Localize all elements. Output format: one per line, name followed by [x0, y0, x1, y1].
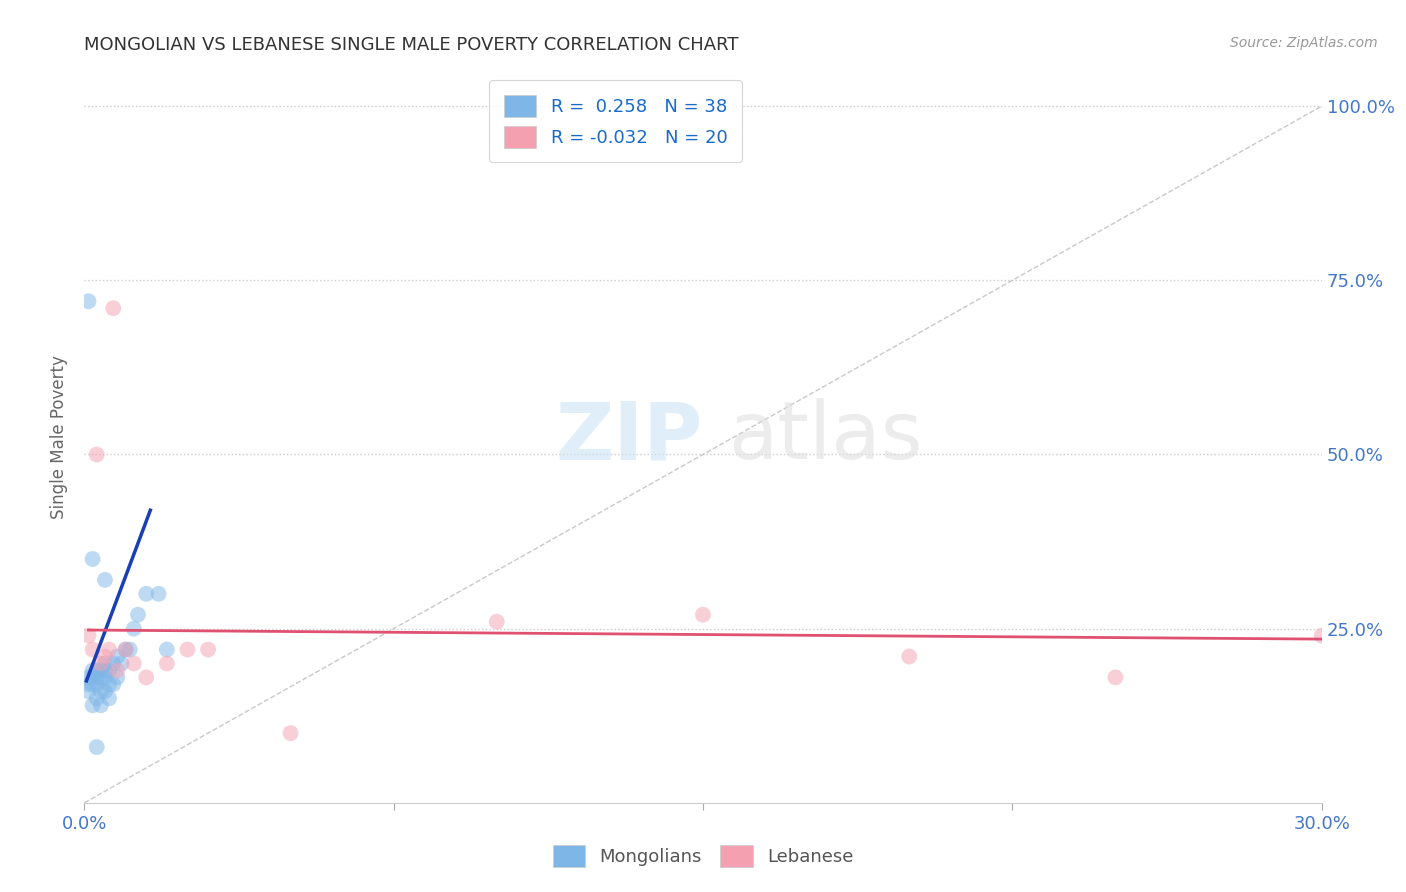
- Point: [148, 587, 170, 601]
- Legend: Mongolians, Lebanese: Mongolians, Lebanese: [546, 838, 860, 874]
- Point: [156, 657, 179, 671]
- Text: atlas: atlas: [728, 398, 922, 476]
- Point: [77, 677, 100, 691]
- Point: [82, 677, 104, 691]
- Point: [135, 670, 157, 684]
- Point: [692, 607, 714, 622]
- Point: [86, 740, 108, 755]
- Point: [86, 670, 108, 684]
- Point: [90, 664, 112, 678]
- Point: [176, 642, 198, 657]
- Point: [77, 294, 100, 309]
- Y-axis label: Single Male Poverty: Single Male Poverty: [51, 355, 69, 519]
- Point: [103, 677, 125, 691]
- Point: [156, 642, 179, 657]
- Point: [90, 670, 112, 684]
- Point: [86, 691, 108, 706]
- Point: [1104, 670, 1126, 684]
- Point: [90, 657, 112, 671]
- Point: [77, 629, 100, 643]
- Point: [77, 684, 100, 698]
- Point: [94, 670, 117, 684]
- Point: [82, 664, 104, 678]
- Point: [103, 301, 125, 316]
- Text: MONGOLIAN VS LEBANESE SINGLE MALE POVERTY CORRELATION CHART: MONGOLIAN VS LEBANESE SINGLE MALE POVERT…: [84, 36, 740, 54]
- Point: [105, 649, 128, 664]
- Point: [105, 664, 128, 678]
- Point: [90, 684, 112, 698]
- Point: [280, 726, 302, 740]
- Point: [98, 677, 121, 691]
- Point: [103, 657, 125, 671]
- Point: [114, 642, 136, 657]
- Point: [86, 664, 108, 678]
- Point: [898, 649, 921, 664]
- Point: [118, 642, 141, 657]
- Point: [127, 607, 149, 622]
- Point: [82, 552, 104, 566]
- Point: [82, 670, 104, 684]
- Point: [86, 677, 108, 691]
- Point: [98, 691, 121, 706]
- Point: [114, 642, 136, 657]
- Text: Source: ZipAtlas.com: Source: ZipAtlas.com: [1230, 36, 1378, 50]
- Point: [105, 670, 128, 684]
- Point: [82, 642, 104, 657]
- Point: [197, 642, 219, 657]
- Point: [90, 698, 112, 713]
- Point: [122, 657, 145, 671]
- Point: [82, 698, 104, 713]
- Point: [77, 670, 100, 684]
- Point: [94, 657, 117, 671]
- Point: [94, 684, 117, 698]
- Point: [485, 615, 508, 629]
- Point: [94, 649, 117, 664]
- Point: [110, 657, 132, 671]
- Point: [86, 448, 108, 462]
- Text: ZIP: ZIP: [555, 398, 703, 476]
- Point: [98, 642, 121, 657]
- Point: [122, 622, 145, 636]
- Point: [98, 664, 121, 678]
- Point: [135, 587, 157, 601]
- Point: [94, 664, 117, 678]
- Point: [94, 573, 117, 587]
- Point: [1310, 629, 1333, 643]
